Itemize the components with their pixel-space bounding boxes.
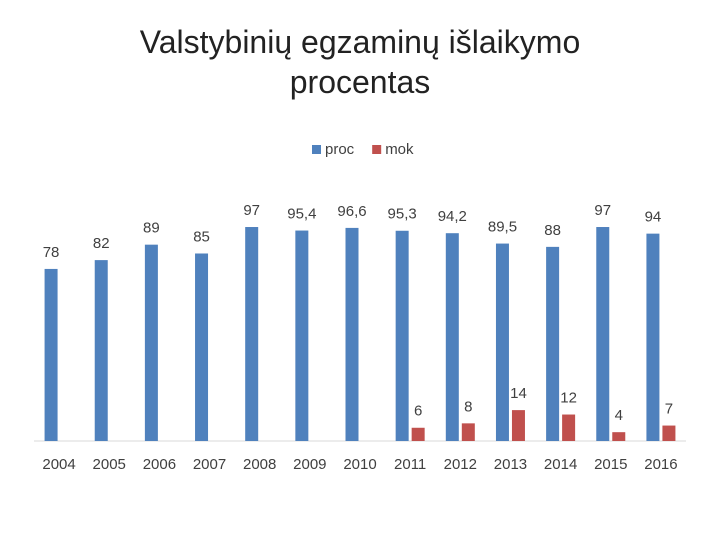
x-tick-label: 2014 bbox=[544, 456, 577, 473]
bar bbox=[345, 227, 359, 441]
value-label: 95,3 bbox=[388, 206, 417, 223]
value-label: 78 bbox=[43, 244, 60, 261]
legend-swatch bbox=[312, 145, 321, 154]
bar bbox=[445, 233, 459, 441]
value-label: 7 bbox=[665, 401, 673, 418]
legend-label: proc bbox=[325, 141, 355, 158]
value-label: 89,5 bbox=[488, 219, 517, 236]
value-label: 14 bbox=[510, 385, 527, 402]
bar bbox=[94, 260, 108, 441]
x-tick-label: 2004 bbox=[42, 456, 75, 473]
value-label: 12 bbox=[560, 389, 577, 406]
bar bbox=[411, 427, 425, 441]
chart-title: Valstybinių egzaminų išlaikymo procentas bbox=[139, 24, 581, 100]
x-tick-label: 2013 bbox=[494, 456, 527, 473]
bar bbox=[612, 432, 626, 441]
value-label: 97 bbox=[594, 202, 611, 219]
bar bbox=[546, 246, 560, 441]
bar bbox=[562, 414, 576, 441]
x-tick-label: 2012 bbox=[444, 456, 477, 473]
value-label: 6 bbox=[414, 403, 422, 420]
value-label: 94,2 bbox=[438, 208, 467, 225]
bar bbox=[596, 227, 610, 441]
value-label: 89 bbox=[143, 220, 160, 237]
value-label: 94 bbox=[645, 209, 662, 226]
value-label: 88 bbox=[544, 222, 561, 239]
bar bbox=[511, 410, 525, 441]
bar bbox=[295, 230, 309, 441]
value-label: 85 bbox=[193, 228, 210, 245]
bar bbox=[395, 230, 409, 441]
x-tick-label: 2011 bbox=[394, 456, 426, 473]
bar bbox=[195, 253, 209, 441]
value-label: 97 bbox=[243, 202, 260, 219]
value-label: 8 bbox=[464, 398, 472, 415]
bar bbox=[144, 244, 158, 441]
x-tick-label: 2016 bbox=[644, 456, 677, 473]
x-tick-label: 2005 bbox=[93, 456, 126, 473]
x-tick-label: 2015 bbox=[594, 456, 627, 473]
bar bbox=[646, 233, 660, 441]
value-label: 95,4 bbox=[287, 206, 316, 223]
bar bbox=[495, 243, 509, 441]
x-tick-label: 2006 bbox=[143, 456, 176, 473]
legend-label: mok bbox=[385, 141, 414, 158]
legend-swatch bbox=[372, 145, 382, 154]
bar bbox=[662, 425, 676, 441]
bar bbox=[44, 268, 58, 441]
x-tick-label: 2007 bbox=[193, 456, 226, 473]
bar bbox=[461, 423, 475, 441]
value-label: 96,6 bbox=[337, 203, 366, 220]
x-tick-label: 2009 bbox=[293, 456, 326, 473]
value-label: 82 bbox=[93, 235, 110, 252]
x-tick-label: 2010 bbox=[343, 456, 376, 473]
value-label: 4 bbox=[615, 407, 623, 424]
bar bbox=[245, 227, 259, 441]
x-tick-label: 2008 bbox=[243, 456, 276, 473]
